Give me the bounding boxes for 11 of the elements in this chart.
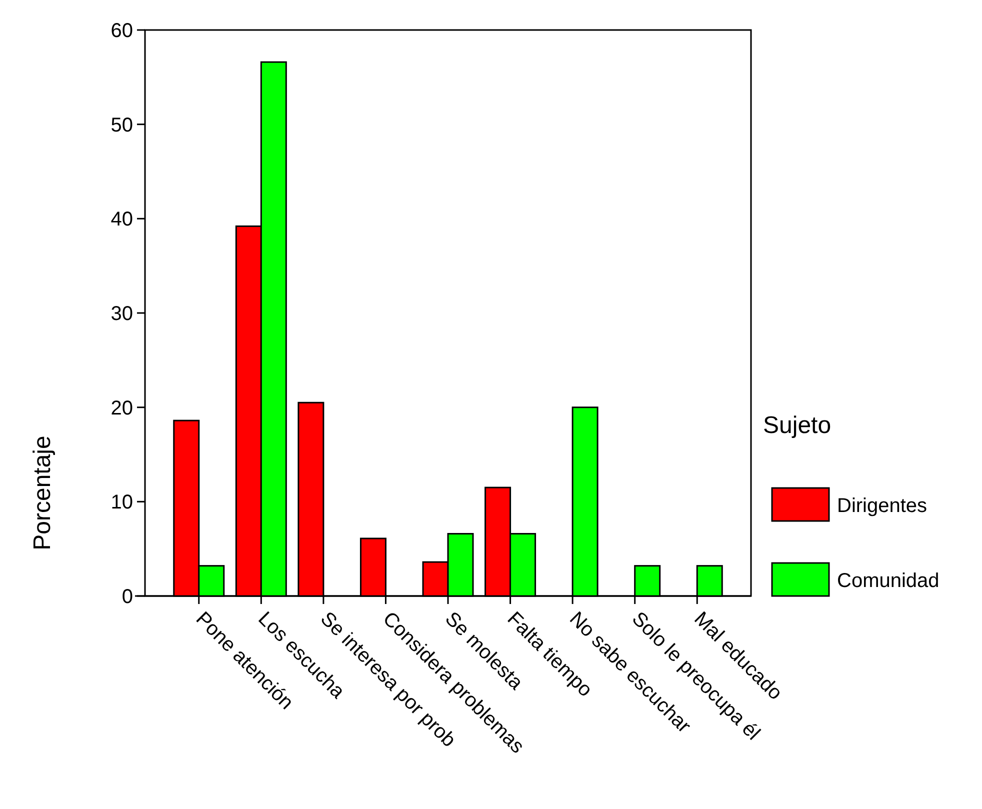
- legend-label: Dirigentes: [837, 495, 928, 517]
- y-tick-label: 60: [110, 20, 133, 42]
- y-tick-label: 10: [110, 492, 133, 514]
- y-tick-label: 30: [110, 303, 133, 325]
- legend-title: Sujeto: [763, 412, 832, 439]
- y-tick-label: 20: [110, 397, 133, 420]
- y-tick-label: 50: [110, 114, 133, 136]
- y-axis-title: Porcentaje: [29, 436, 56, 550]
- legend-label: Comunidad: [837, 570, 940, 592]
- y-tick-label: 0: [122, 586, 133, 608]
- y-tick-label: 40: [110, 208, 133, 231]
